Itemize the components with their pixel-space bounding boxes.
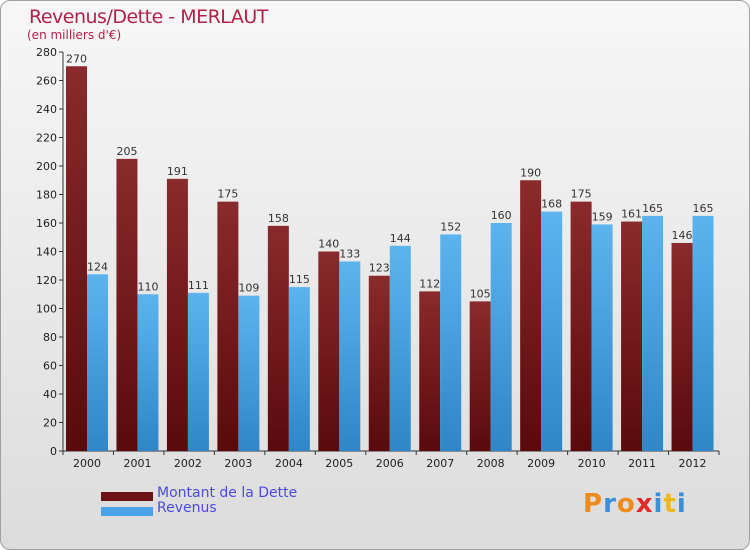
- legend-label-revenus: Revenus: [157, 500, 217, 516]
- bar-dette: [116, 158, 138, 451]
- data-label: 175: [217, 188, 238, 201]
- y-tick-label: 160: [36, 217, 57, 230]
- legend-swatch-revenus: [101, 507, 153, 516]
- bar-revenus: [642, 215, 664, 451]
- data-label: 159: [592, 210, 613, 223]
- bar-revenus: [440, 234, 462, 451]
- y-tick-label: 200: [36, 160, 57, 173]
- bar-dette: [166, 178, 188, 451]
- legend-swatch-dette: [101, 492, 153, 501]
- data-label: 160: [491, 209, 512, 222]
- x-tick-label: 2002: [174, 457, 202, 470]
- bar-revenus: [137, 294, 159, 451]
- chart-title: Revenus/Dette - MERLAUT: [29, 6, 268, 28]
- x-tick-label: 2004: [275, 457, 303, 470]
- data-label: 140: [318, 238, 339, 251]
- data-label: 133: [339, 247, 360, 260]
- bar-revenus: [87, 274, 108, 451]
- data-label: 152: [440, 220, 461, 233]
- bar-revenus: [288, 287, 310, 451]
- data-label: 112: [419, 277, 440, 290]
- bar-dette: [520, 180, 542, 451]
- data-label: 146: [672, 229, 693, 242]
- y-tick-label: 280: [36, 46, 57, 59]
- x-tick-label: 2007: [426, 457, 454, 470]
- bar-dette: [217, 201, 239, 451]
- data-label: 205: [116, 145, 137, 158]
- data-label: 270: [66, 52, 87, 65]
- bar-revenus: [490, 223, 512, 451]
- bar-dette: [368, 275, 390, 451]
- legend-label-dette: Montant de la Dette: [157, 485, 298, 501]
- x-tick-label: 2005: [325, 457, 353, 470]
- bars: [66, 66, 714, 451]
- bar-dette: [419, 291, 441, 451]
- bar-dette: [671, 242, 693, 451]
- x-tick-label: 2001: [123, 457, 151, 470]
- x-tick-label: 2009: [527, 457, 555, 470]
- data-label: 124: [87, 260, 108, 273]
- bar-revenus: [692, 215, 714, 451]
- data-label: 105: [470, 287, 491, 300]
- x-tick-label: 2006: [376, 457, 404, 470]
- y-tick-label: 20: [43, 417, 57, 430]
- bar-revenus: [339, 261, 361, 451]
- data-label: 110: [137, 280, 158, 293]
- y-tick-label: 220: [36, 132, 57, 145]
- bar-dette: [318, 251, 340, 451]
- x-axis: 2000 2001 2002 2003 2004 2005 2006 2007 2008 2009…: [62, 450, 720, 470]
- x-tick-label: 2010: [578, 457, 606, 470]
- bar-revenus: [238, 295, 260, 451]
- x-tick-label: 2012: [679, 457, 707, 470]
- y-tick-label: 140: [36, 246, 57, 259]
- y-tick-label: 240: [36, 103, 57, 116]
- data-label: 165: [693, 202, 714, 215]
- data-label: 168: [541, 198, 562, 211]
- data-label: 161: [621, 208, 642, 221]
- bar-revenus: [389, 245, 411, 451]
- y-tick-label: 0: [50, 445, 57, 458]
- bar-revenus: [591, 224, 613, 451]
- data-label: 123: [369, 262, 390, 275]
- data-label: 158: [268, 212, 289, 225]
- y-tick-label: 260: [36, 75, 57, 88]
- data-label: 111: [188, 279, 209, 292]
- data-label: 175: [571, 188, 592, 201]
- x-tick-label: 2003: [224, 457, 252, 470]
- y-tick-label: 80: [43, 331, 57, 344]
- data-label: 191: [167, 165, 188, 178]
- bar-dette: [267, 225, 289, 451]
- data-label: 165: [642, 202, 663, 215]
- x-tick-label: 2011: [628, 457, 656, 470]
- y-tick-label: 60: [43, 360, 57, 373]
- y-tick-label: 40: [43, 388, 57, 401]
- y-tick-label: 120: [36, 274, 57, 287]
- data-label: 190: [520, 166, 541, 179]
- chart-subtitle: (en milliers d'€): [27, 28, 122, 42]
- y-tick-label: 180: [36, 189, 57, 202]
- bar-dette: [66, 66, 87, 451]
- bar-dette: [469, 301, 491, 451]
- proxiti-logo: Proxiti: [583, 489, 687, 519]
- y-axis: 0 20 40 60 80 100 120 140 160 180 200 220 240 260 280: [36, 46, 64, 458]
- bar-revenus: [541, 211, 563, 451]
- y-tick-label: 100: [36, 303, 57, 316]
- bar-dette: [570, 201, 592, 451]
- data-label: 115: [289, 273, 310, 286]
- x-tick-label: 2008: [477, 457, 505, 470]
- data-label: 144: [390, 232, 411, 245]
- x-tick-label: 2000: [73, 457, 101, 470]
- bar-revenus: [187, 292, 209, 451]
- bar-dette: [621, 221, 643, 451]
- data-label: 109: [238, 282, 259, 295]
